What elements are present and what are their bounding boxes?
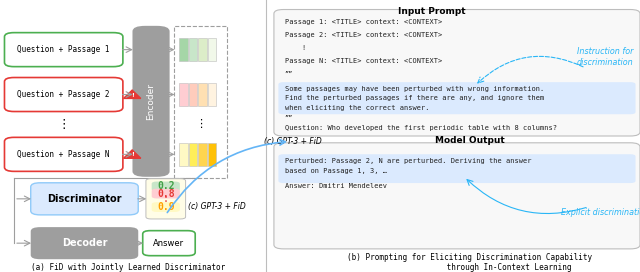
Text: Question: Who developed the first periodic table with 8 columns?: Question: Who developed the first period… [285, 125, 557, 131]
Text: Answer: Answer [154, 239, 184, 248]
Text: Perturbed: Passage 2, N are perturbed. Deriving the answer: Perturbed: Passage 2, N are perturbed. D… [285, 158, 531, 164]
Text: (b) Prompting for Eliciting Discrimination Capability
                 through I: (b) Prompting for Eliciting Discriminati… [347, 253, 593, 272]
Text: Instruction for
discrimination: Instruction for discrimination [577, 47, 633, 67]
Bar [179, 83, 188, 106]
FancyBboxPatch shape [31, 227, 138, 259]
Text: based on Passage 1, 3, …: based on Passage 1, 3, … [285, 168, 387, 174]
FancyBboxPatch shape [31, 183, 138, 215]
Text: ””: ”” [285, 71, 293, 77]
Text: Question + Passage 1: Question + Passage 1 [17, 45, 110, 54]
Bar [208, 83, 216, 106]
Text: Answer: Dmitri Mendeleev: Answer: Dmitri Mendeleev [285, 183, 387, 189]
Bar [189, 143, 197, 166]
FancyBboxPatch shape [143, 231, 195, 256]
Text: Encoder: Encoder [147, 83, 156, 120]
Text: Passage 2: <TITLE> context: <CONTEXT>: Passage 2: <TITLE> context: <CONTEXT> [285, 32, 442, 38]
Text: ⋮: ⋮ [195, 119, 206, 129]
FancyBboxPatch shape [4, 33, 123, 67]
Text: 0.8: 0.8 [157, 188, 175, 199]
Bar [189, 83, 197, 106]
Text: Explicit discrimination: Explicit discrimination [561, 208, 640, 217]
Polygon shape [124, 90, 141, 98]
FancyBboxPatch shape [4, 137, 123, 171]
FancyBboxPatch shape [152, 189, 180, 199]
FancyBboxPatch shape [274, 10, 640, 136]
Bar [198, 83, 207, 106]
Text: Passage 1: <TITLE> context: <CONTEXT>: Passage 1: <TITLE> context: <CONTEXT> [285, 19, 442, 25]
Text: Model Output: Model Output [435, 136, 504, 145]
Polygon shape [124, 150, 141, 158]
Bar [208, 38, 216, 61]
Bar [179, 38, 188, 61]
Bar [179, 143, 188, 166]
Bar [189, 38, 197, 61]
Text: 0.9: 0.9 [157, 202, 175, 212]
Text: Discriminator: Discriminator [47, 194, 122, 204]
Text: Question + Passage N: Question + Passage N [17, 150, 110, 159]
FancyBboxPatch shape [132, 26, 170, 177]
Text: Find the perturbed passages if there are any, and ignore them: Find the perturbed passages if there are… [285, 95, 544, 101]
FancyBboxPatch shape [146, 179, 186, 219]
Text: (a) FiD with Jointly Learned Discriminator: (a) FiD with Jointly Learned Discriminat… [31, 263, 225, 272]
Text: ⋮: ⋮ [58, 118, 70, 131]
Text: Question + Passage 2: Question + Passage 2 [17, 90, 110, 99]
Text: !: ! [131, 152, 134, 157]
FancyBboxPatch shape [152, 202, 180, 212]
Text: 0.2: 0.2 [157, 181, 175, 191]
Text: when eliciting the correct answer.: when eliciting the correct answer. [285, 105, 429, 111]
Text: (c) GPT-3 + FiD: (c) GPT-3 + FiD [264, 137, 322, 146]
FancyBboxPatch shape [278, 82, 636, 114]
Text: !: ! [285, 45, 306, 51]
FancyBboxPatch shape [274, 143, 640, 249]
Text: (c) GPT-3 + FiD: (c) GPT-3 + FiD [188, 202, 245, 211]
Bar [198, 38, 207, 61]
Bar [198, 143, 207, 166]
Text: Decoder: Decoder [61, 238, 108, 248]
FancyBboxPatch shape [278, 154, 636, 183]
Text: !: ! [131, 92, 134, 98]
FancyBboxPatch shape [152, 181, 180, 191]
Text: Passage N: <TITLE> context: <CONTEXT>: Passage N: <TITLE> context: <CONTEXT> [285, 58, 442, 64]
Bar [208, 143, 216, 166]
FancyBboxPatch shape [4, 78, 123, 112]
Text: :: : [163, 194, 169, 204]
Text: ””: ”” [285, 115, 293, 121]
Text: Some passages may have been perturbed with wrong information.: Some passages may have been perturbed wi… [285, 86, 544, 92]
Text: Input Prompt: Input Prompt [397, 7, 465, 16]
